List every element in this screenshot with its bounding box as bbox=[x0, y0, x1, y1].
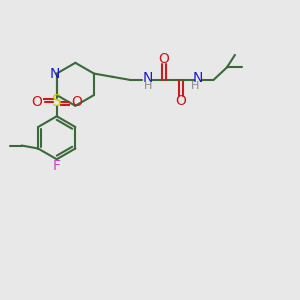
Text: N: N bbox=[142, 71, 153, 85]
Text: O: O bbox=[175, 94, 186, 108]
Text: O: O bbox=[159, 52, 170, 66]
Text: O: O bbox=[32, 95, 43, 109]
Text: N: N bbox=[50, 67, 60, 81]
Text: S: S bbox=[52, 94, 62, 110]
Text: H: H bbox=[144, 81, 152, 91]
Text: H: H bbox=[190, 81, 199, 91]
Text: F: F bbox=[52, 159, 60, 173]
Text: N: N bbox=[192, 71, 203, 85]
Text: O: O bbox=[71, 95, 82, 109]
